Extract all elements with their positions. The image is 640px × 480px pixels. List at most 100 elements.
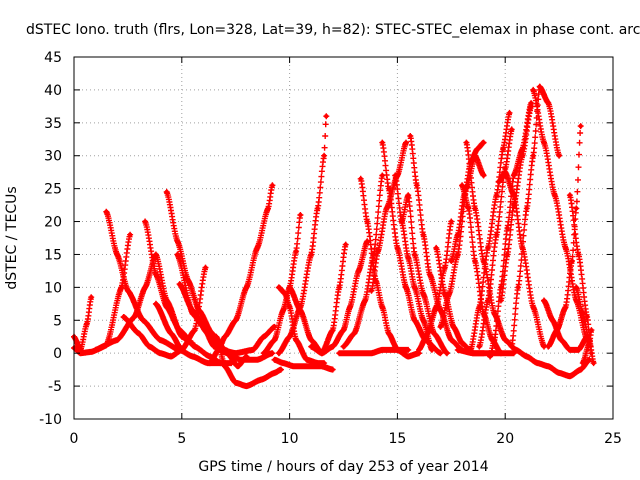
data-point (336, 285, 342, 290)
data-point (380, 304, 385, 310)
data-point (405, 255, 411, 260)
data-point (546, 364, 551, 369)
data-point (455, 232, 460, 237)
data-point (503, 169, 508, 175)
data-point (319, 350, 325, 356)
data-point (250, 347, 256, 353)
data-point (485, 298, 491, 303)
data-point (477, 304, 482, 310)
data-point (158, 337, 163, 343)
data-point (421, 291, 426, 297)
data-point (416, 347, 422, 353)
data-point (438, 308, 443, 313)
data-point (434, 245, 439, 251)
data-point (375, 248, 381, 254)
x-tick-label: 0 (70, 431, 79, 447)
data-point (427, 272, 432, 277)
data-point (455, 252, 460, 257)
data-point (578, 367, 583, 372)
data-point (168, 331, 174, 336)
data-point (142, 285, 148, 290)
data-point (278, 367, 284, 372)
data-point (395, 347, 400, 353)
data-point (408, 133, 413, 139)
y-axis-label: dSTEC / TECUs (4, 186, 20, 289)
data-point (304, 364, 310, 369)
data-point (153, 272, 159, 277)
data-point (175, 239, 180, 244)
data-point (405, 193, 411, 198)
data-point (78, 350, 83, 356)
data-point (153, 252, 159, 257)
data-point (421, 318, 426, 323)
data-point (125, 288, 131, 293)
series-arc-45 (454, 346, 517, 357)
data-point (511, 193, 517, 198)
data-point (259, 377, 264, 382)
data-point (308, 344, 314, 349)
series-arc-40 (541, 297, 591, 353)
data-point (270, 350, 275, 356)
data-point (164, 304, 169, 310)
data-point (336, 350, 342, 356)
data-point (563, 245, 568, 251)
plot-frame (73, 56, 614, 420)
data-point (528, 104, 534, 109)
data-point (524, 354, 529, 359)
data-point (308, 337, 314, 343)
data-point (537, 84, 542, 89)
data-point (293, 337, 299, 343)
data-point (261, 350, 266, 356)
data-point (341, 344, 346, 349)
x-tick-labels: 0 5 10 15 20 25 (70, 431, 622, 447)
data-point (459, 341, 465, 346)
data-point (567, 374, 573, 379)
series-arc-08 (152, 264, 209, 353)
data-point (386, 331, 391, 336)
data-point (261, 334, 266, 339)
data-point (203, 265, 208, 270)
data-point (492, 337, 497, 343)
data-point (270, 183, 275, 188)
data-point (386, 186, 391, 191)
data-point (352, 331, 357, 336)
data-point (276, 285, 282, 290)
data-point (438, 350, 443, 356)
data-point (272, 337, 277, 343)
data-point (477, 344, 482, 349)
data-point (330, 327, 335, 333)
data-point (584, 314, 590, 320)
data-point (449, 258, 454, 264)
data-point (541, 298, 547, 303)
data-point (287, 285, 292, 290)
data-point (127, 232, 133, 237)
data-point (287, 304, 292, 310)
data-point (84, 321, 90, 326)
data-point (556, 153, 562, 158)
series-arc-24 (392, 172, 435, 353)
series-arc-11 (213, 333, 284, 390)
data-point (358, 176, 363, 181)
data-point (541, 140, 547, 145)
data-point (287, 334, 292, 339)
data-point (412, 252, 417, 257)
data-point (444, 350, 450, 356)
data-point (384, 206, 389, 211)
y-tick-label: 0 (53, 346, 62, 362)
data-point (496, 179, 501, 185)
data-point (515, 285, 521, 290)
data-point (347, 350, 353, 356)
data-point (550, 318, 555, 323)
data-point (207, 360, 213, 366)
data-point (358, 350, 363, 356)
data-point (114, 252, 120, 257)
data-point (233, 350, 238, 356)
data-point (216, 347, 221, 353)
data-point (343, 242, 348, 247)
data-point (177, 281, 182, 287)
data-point (341, 327, 346, 333)
data-point (308, 252, 314, 257)
y-tick-label: -5 (48, 379, 62, 395)
data-point (574, 206, 579, 211)
data-point (511, 350, 517, 356)
